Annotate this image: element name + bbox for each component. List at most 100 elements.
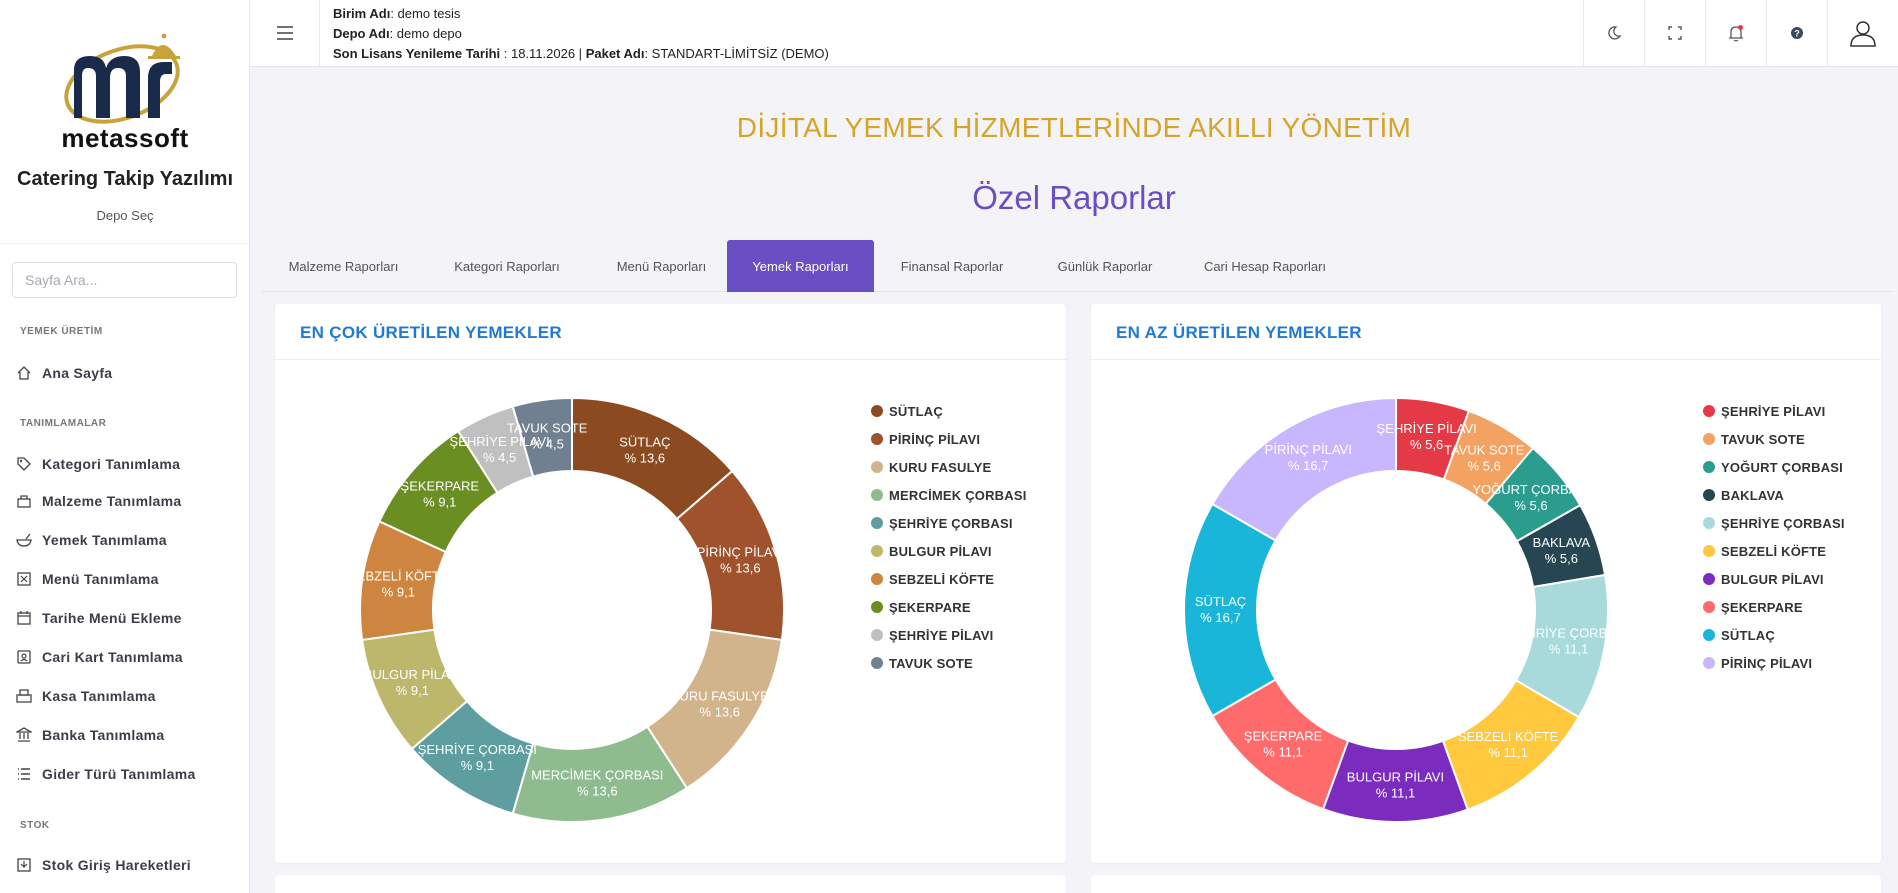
menu-icon — [276, 26, 293, 40]
legend-label: SÜTLAÇ — [889, 403, 943, 419]
slice-value-label: % 16,7 — [1288, 458, 1328, 473]
slice-label: YOĞURT ÇORBASI — [1472, 482, 1589, 497]
tab-malzeme-raporlari[interactable]: Malzeme Raporları — [288, 258, 399, 274]
legend-swatch — [1703, 657, 1715, 669]
slice-label: ŞEKERPARE — [401, 479, 480, 494]
theme-toggle-button[interactable] — [1583, 0, 1644, 66]
home-icon — [14, 365, 34, 381]
sidebar-item-label: Malzeme Tanımlama — [42, 493, 182, 509]
legend-swatch — [871, 601, 883, 613]
sidebar-item-tarihe-menu[interactable]: Tarihe Menü Ekleme — [14, 605, 182, 631]
legend-item[interactable]: ŞEKERPARE — [871, 593, 1027, 621]
legend-item[interactable]: SEBZELİ KÖFTE — [871, 565, 1027, 593]
legend-item[interactable]: SÜTLAÇ — [1703, 621, 1845, 649]
legend-item[interactable]: ŞEHRİYE ÇORBASI — [871, 509, 1027, 537]
slice-value-label: % 9,1 — [396, 683, 429, 698]
sidebar-item-gider[interactable]: Gider Türü Tanımlama — [14, 761, 196, 787]
legend-swatch — [1703, 489, 1715, 501]
legend-item[interactable]: PİRİNÇ PİLAVI — [871, 425, 1027, 453]
depo-select-link[interactable]: Depo Seç — [96, 208, 154, 223]
slice-label: SÜTLAÇ — [619, 434, 670, 449]
legend-label: KURU FASULYE — [889, 459, 992, 475]
legend-item[interactable]: ŞEHRİYE PİLAVI — [871, 621, 1027, 649]
legend-item[interactable]: SÜTLAÇ — [871, 397, 1027, 425]
legend-label: ŞEHRİYE PİLAVI — [889, 627, 994, 643]
sidebar-item-malzeme[interactable]: Malzeme Tanımlama — [14, 488, 181, 514]
legend-swatch — [1703, 517, 1715, 529]
tab-gunluk-raporlar[interactable]: Günlük Raporlar — [1057, 258, 1153, 274]
legend-item[interactable]: ŞEHRİYE ÇORBASI — [1703, 509, 1845, 537]
slice-label: BULGUR PİLAVI — [1347, 769, 1444, 784]
chart-slice[interactable] — [1211, 396, 1397, 542]
app-name: Catering Takip Yazılımı — [17, 168, 233, 190]
page-search-input[interactable] — [12, 262, 237, 298]
slice-value-label: % 5,6 — [1545, 551, 1578, 566]
legend-item[interactable]: ŞEHRİYE PİLAVI — [1703, 397, 1845, 425]
sidebar-item-kasa[interactable]: Kasa Tanımlama — [14, 683, 156, 709]
slice-value-label: % 5,6 — [1410, 437, 1443, 452]
legend-label: SEBZELİ KÖFTE — [889, 571, 995, 587]
slice-label: BAKLAVA — [1533, 535, 1591, 550]
legend-label: ŞEKERPARE — [889, 599, 971, 615]
legend-swatch — [871, 545, 883, 557]
slice-value-label: % 13,6 — [720, 560, 760, 575]
tab-finansal-raporlar[interactable]: Finansal Raporlar — [900, 258, 1004, 274]
legend-swatch — [871, 573, 883, 585]
tab-cari-hesap-raporlari[interactable]: Cari Hesap Raporları — [1203, 258, 1327, 274]
sidebar-item-kategori[interactable]: Kategori Tanımlama — [14, 451, 180, 477]
sidebar-item-stok-giris[interactable]: Stok Giriş Hareketleri — [14, 852, 191, 878]
tab-yemek-raporlari[interactable]: Yemek Raporları — [727, 240, 874, 292]
menu-toggle-button[interactable] — [250, 0, 320, 66]
chart-card-least-produced: EN AZ ÜRETİLEN YEMEKLER ŞEHRİYE PİLAVI% … — [1091, 304, 1881, 863]
metassoft-logo — [64, 33, 180, 124]
notifications-button[interactable] — [1705, 0, 1766, 66]
legend-item[interactable]: ŞEKERPARE — [1703, 593, 1845, 621]
sidebar: metassoft Catering Takip Yazılımı Depo S… — [0, 0, 250, 893]
legend-item[interactable]: MERCİMEK ÇORBASI — [871, 481, 1027, 509]
slice-value-label: % 5,6 — [1514, 498, 1547, 513]
slice-label: MERCİMEK ÇORBASI — [531, 768, 663, 783]
slice-value-label: % 11,1 — [1376, 785, 1416, 800]
logo-text: metassoft — [61, 123, 189, 153]
tab-menu-raporlari[interactable]: Menü Raporları — [616, 258, 707, 274]
sidebar-item-yemek[interactable]: Yemek Tanımlama — [14, 527, 167, 553]
legend-item[interactable]: KURU FASULYE — [871, 453, 1027, 481]
sidebar-item-label: Stok Giriş Hareketleri — [42, 857, 191, 873]
logo-area: metassoft Catering Takip Yazılımı Depo S… — [0, 0, 249, 244]
legend-item[interactable]: BULGUR PİLAVI — [1703, 565, 1845, 593]
fullscreen-button[interactable] — [1644, 0, 1705, 66]
sidebar-item-ana-sayfa[interactable]: Ana Sayfa — [14, 360, 112, 386]
basket-icon — [14, 493, 34, 509]
slice-label: PİRİNÇ PİLAVI — [1265, 442, 1352, 457]
slice-value-label: % 9,1 — [461, 758, 494, 773]
legend-swatch — [871, 489, 883, 501]
sidebar-item-cari-kart[interactable]: Cari Kart Tanımlama — [14, 644, 183, 670]
legend-label: ŞEHRİYE ÇORBASI — [889, 515, 1013, 531]
legend-item[interactable]: PİRİNÇ PİLAVI — [1703, 649, 1845, 677]
tab-kategori-raporlari[interactable]: Kategori Raporları — [454, 258, 560, 274]
legend-label: SÜTLAÇ — [1721, 627, 1775, 643]
bell-icon — [1728, 25, 1744, 42]
user-profile-button[interactable] — [1827, 0, 1898, 66]
legend-swatch — [1703, 545, 1715, 557]
legend-label: ŞEHRİYE PİLAVI — [1721, 403, 1826, 419]
user-icon — [1850, 21, 1876, 47]
legend-item[interactable]: TAVUK SOTE — [871, 649, 1027, 677]
legend-item[interactable]: BAKLAVA — [1703, 481, 1845, 509]
sidebar-item-menu[interactable]: Menü Tanımlama — [14, 566, 159, 592]
legend-swatch — [871, 433, 883, 445]
legend-label: PİRİNÇ PİLAVI — [889, 431, 981, 447]
tag-icon — [14, 456, 34, 472]
legend-item[interactable]: SEBZELİ KÖFTE — [1703, 537, 1845, 565]
legend-swatch — [1703, 601, 1715, 613]
sidebar-item-banka[interactable]: Banka Tanımlama — [14, 722, 165, 748]
chart-slice[interactable] — [511, 396, 573, 478]
card-stub — [1091, 875, 1881, 893]
legend-item[interactable]: YOĞURT ÇORBASI — [1703, 453, 1845, 481]
legend-item[interactable]: TAVUK SOTE — [1703, 425, 1845, 453]
slice-label: TAVUK SOTE — [507, 420, 588, 435]
slice-value-label: % 5,6 — [1468, 458, 1501, 473]
help-button[interactable]: ? — [1766, 0, 1827, 66]
legend-item[interactable]: BULGUR PİLAVI — [871, 537, 1027, 565]
